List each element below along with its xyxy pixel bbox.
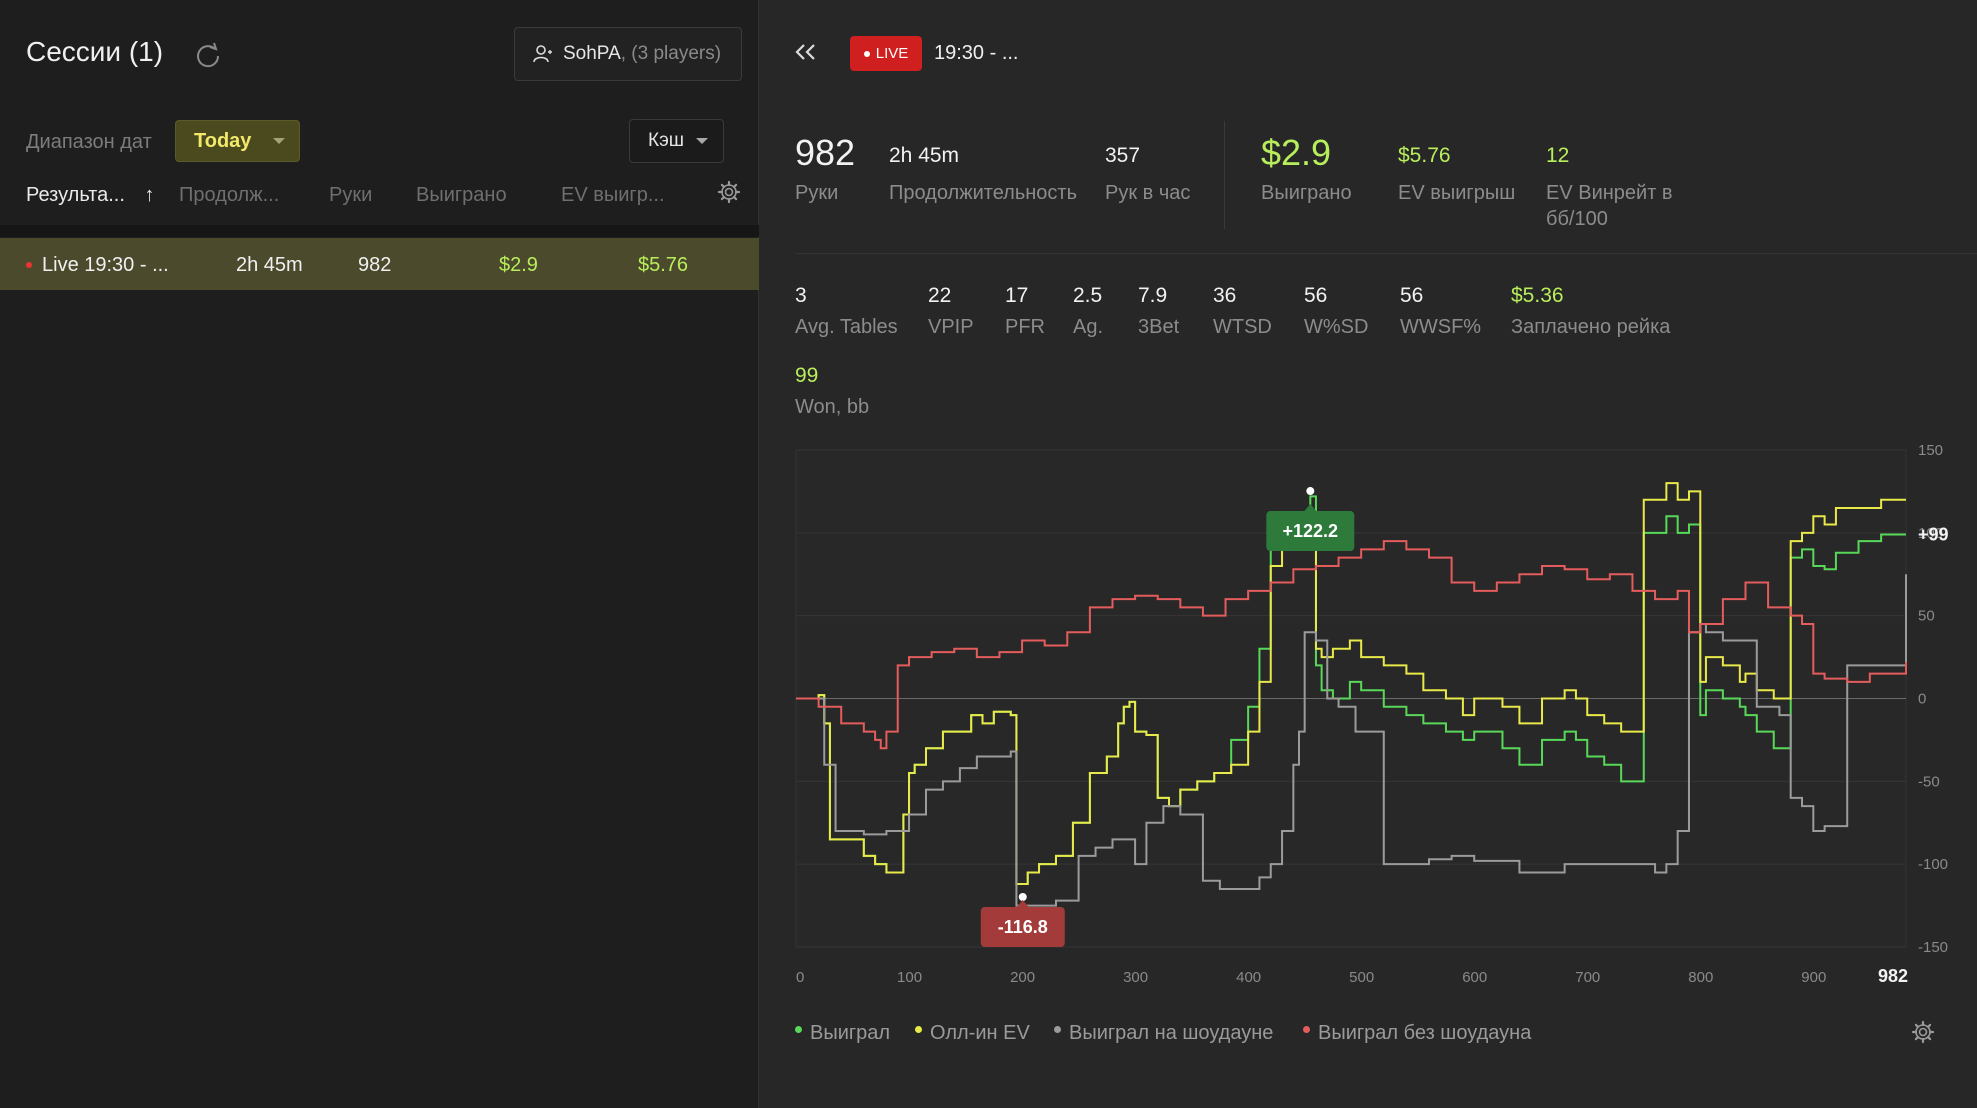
min-value-label: -116.8 — [998, 917, 1048, 937]
sort-arrow-icon: ↑ — [144, 184, 155, 206]
x-tick-label: 800 — [1688, 969, 1713, 986]
stat-duration: 2h 45m Продолжительность — [889, 144, 1077, 204]
x-tick-label: 400 — [1236, 969, 1261, 986]
y-tick-label: -100 — [1918, 856, 1948, 873]
x-tick-label: 0 — [796, 969, 804, 986]
max-value-badge — [1266, 511, 1355, 552]
stat-ev-winrate: 12 EV Винрейт в бб/100 — [1546, 144, 1673, 230]
stats-hdivider — [795, 253, 1977, 254]
session-duration: 2h 45m — [236, 254, 303, 276]
stat-hands-per-hour: 357 Рук в час — [1105, 144, 1191, 204]
x-tick-label: 500 — [1349, 969, 1374, 986]
list-divider — [0, 225, 759, 237]
x-tick-label: 600 — [1462, 969, 1487, 986]
stat-vpip: 22 VPIP — [928, 284, 974, 338]
stat-rake-paid: $5.36 Заплачено рейка — [1511, 284, 1671, 338]
player-count: , (3 players) — [620, 43, 722, 64]
y-tick-label: -50 — [1918, 773, 1940, 790]
column-header-duration[interactable]: Продолж... — [179, 184, 280, 206]
chevron-down-icon — [696, 138, 709, 144]
column-settings-gear-icon[interactable] — [717, 180, 741, 204]
max-point-marker — [1306, 487, 1315, 496]
date-range-select[interactable]: Today — [175, 120, 300, 162]
min-point-marker — [1018, 892, 1027, 901]
y-tick-label: 150 — [1918, 442, 1943, 459]
sessions-title: Сессии (1) — [26, 36, 164, 67]
y-tick-label: 0 — [1918, 691, 1926, 708]
session-ev-won: $5.76 — [638, 254, 689, 276]
legend-dot-icon — [1303, 1026, 1310, 1034]
min-badge-pointer — [1016, 899, 1029, 907]
x-tick-label: 200 — [1010, 969, 1035, 986]
stat-ev-won: $5.76 EV выигрыш — [1398, 144, 1516, 204]
session-won: $2.9 — [499, 254, 538, 276]
max-badge-pointer — [1304, 504, 1317, 512]
game-type-select[interactable]: Кэш — [629, 119, 724, 163]
legend-dot-icon — [915, 1026, 922, 1034]
live-badge: LIVE — [850, 36, 922, 71]
legend-allin-ev[interactable]: Олл-ин EV — [915, 1022, 1030, 1045]
stat-avg-tables: 3 Avg. Tables — [795, 284, 898, 338]
stat-wtsd: 36 WTSD — [1213, 284, 1272, 338]
end-value-label: +99 — [1918, 524, 1949, 544]
stat-3bet: 7.9 3Bet — [1138, 284, 1180, 338]
legend-showdown[interactable]: Выиграл на шоудауне — [1054, 1022, 1273, 1045]
date-range-value: Today — [194, 129, 252, 152]
stat-wwsf: 56 WWSF% — [1400, 284, 1482, 338]
min-value-badge — [980, 906, 1065, 947]
date-range-label: Диапазон дат — [26, 131, 152, 153]
column-header-won[interactable]: Выиграно — [416, 184, 507, 206]
x-tick-label: 982 — [1878, 966, 1908, 986]
stat-aggression: 2.5 Ag. — [1073, 284, 1104, 338]
session-time: 19:30 - ... — [934, 42, 1019, 64]
y-tick-label: -150 — [1918, 939, 1948, 956]
x-tick-label: 300 — [1123, 969, 1148, 986]
y-tick-label: 100 — [1918, 525, 1943, 542]
chart-settings-gear-icon[interactable] — [1911, 1020, 1935, 1044]
x-tick-label: 900 — [1801, 969, 1826, 986]
player-name: SohPA — [563, 43, 621, 64]
chevron-down-icon — [273, 138, 286, 144]
legend-dot-icon — [795, 1026, 802, 1034]
max-value-label: +122.2 — [1283, 521, 1339, 541]
column-header-result[interactable]: Результа... ↑ — [26, 184, 155, 206]
sessions-panel: Сессии (1) SohPA, (3 players) Диапазон д… — [0, 0, 759, 1108]
stats-divider — [1224, 121, 1225, 229]
stat-pfr: 17 PFR — [1005, 284, 1045, 338]
game-type-value: Кэш — [648, 130, 685, 151]
stat-won: $2.9 Выиграно — [1261, 132, 1352, 204]
session-name: Live 19:30 - ... — [42, 254, 169, 276]
live-dot-icon — [863, 50, 870, 57]
column-header-hands[interactable]: Руки — [329, 184, 373, 206]
live-dot-icon — [26, 262, 32, 268]
collapse-double-chevron-icon[interactable] — [793, 42, 819, 62]
user-icon — [533, 45, 552, 63]
legend-won[interactable]: Выиграл — [795, 1022, 890, 1045]
stat-wsd: 56 W%SD — [1304, 284, 1369, 338]
session-hands: 982 — [358, 254, 392, 276]
stat-won-bb: 99 Won, bb — [795, 364, 870, 418]
session-details-panel: LIVE 19:30 - ... — [760, 0, 1977, 1108]
stat-hands: 982 Руки — [795, 132, 856, 204]
legend-non-showdown[interactable]: Выиграл без шоудауна — [1303, 1022, 1531, 1045]
x-tick-label: 700 — [1575, 969, 1600, 986]
x-tick-label: 100 — [897, 969, 922, 986]
refresh-icon[interactable] — [193, 40, 223, 70]
series-line-3 — [796, 540, 1907, 750]
y-tick-label: 50 — [1918, 608, 1935, 625]
column-header-ev-won[interactable]: EV выигр... — [561, 184, 665, 206]
session-row[interactable]: Live 19:30 - ... 2h 45m 982 $2.9 $5.76 — [0, 238, 759, 290]
player-select-button[interactable]: SohPA, (3 players) — [514, 27, 742, 81]
legend-dot-icon — [1054, 1026, 1061, 1034]
series-line-2 — [796, 574, 1907, 907]
